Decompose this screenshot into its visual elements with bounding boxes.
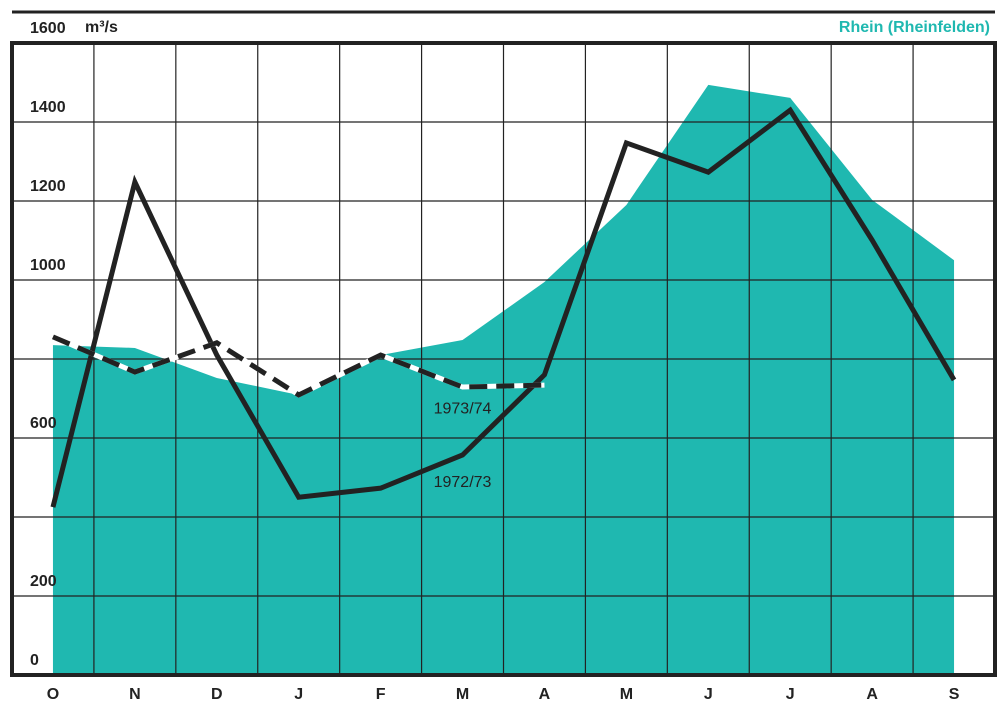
- x-tick-label: A: [866, 686, 878, 703]
- x-tick-label: A: [539, 686, 551, 703]
- x-tick-label: F: [376, 686, 386, 703]
- y-tick-label: 0: [30, 652, 39, 669]
- x-tick-label: J: [786, 686, 795, 703]
- y-tick-label: 200: [30, 573, 57, 590]
- plot-frame: [10, 41, 997, 677]
- x-tick-label: D: [211, 686, 223, 703]
- y-tick-label: 1000: [30, 257, 66, 274]
- y-tick-label: 1600: [30, 20, 66, 37]
- y-tick-label: 600: [30, 415, 57, 432]
- line: [50, 106, 957, 508]
- x-tick-label: J: [704, 686, 713, 703]
- x-tick-label: O: [47, 686, 59, 703]
- y-tick-label: 1200: [30, 178, 66, 195]
- x-tick-label: N: [129, 686, 141, 703]
- x-tick-label: M: [620, 686, 633, 703]
- x-tick-label: J: [294, 686, 303, 703]
- chart-title: Rhein (Rheinfelden): [839, 19, 990, 36]
- x-tick-label: M: [456, 686, 469, 703]
- line: [51, 334, 545, 398]
- y-axis-label: m³/s: [85, 19, 118, 36]
- y-tick-label: 1400: [30, 99, 66, 116]
- series-label: 1973/74: [434, 400, 492, 417]
- x-tick-label: S: [949, 686, 960, 703]
- series-label: 1972/73: [434, 474, 492, 491]
